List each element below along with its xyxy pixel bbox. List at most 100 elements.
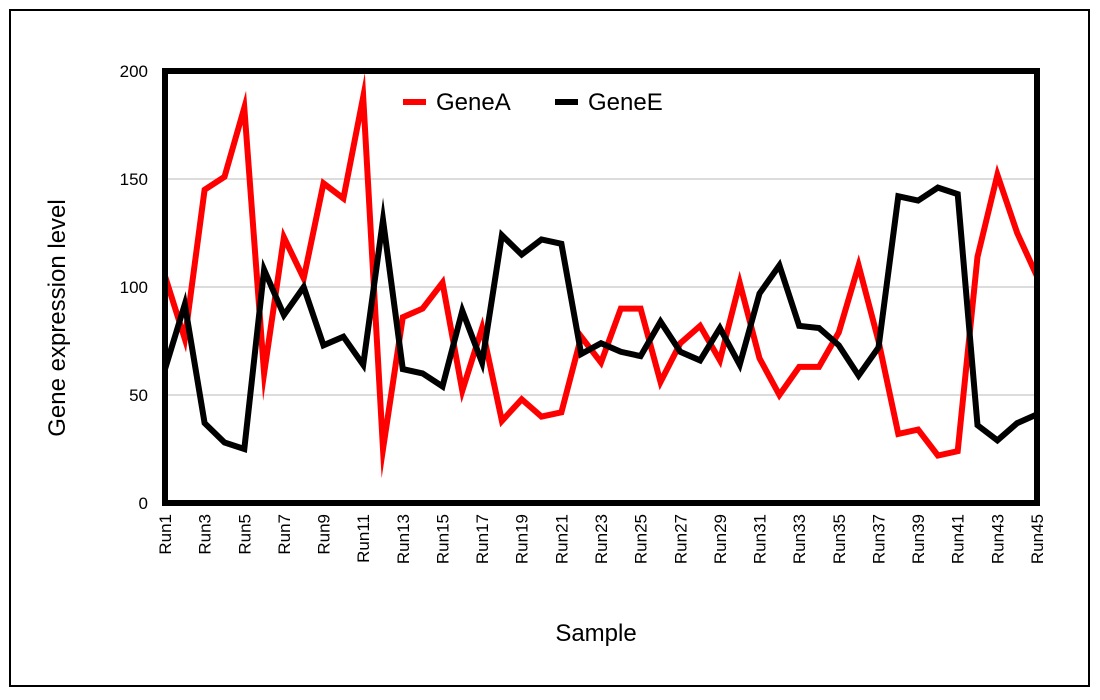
x-tick-label: Run5 (235, 514, 254, 555)
data-point-genea (421, 307, 424, 310)
data-point-genee (263, 268, 265, 271)
x-tick-label: Run45 (1028, 514, 1047, 564)
data-point-genea (402, 316, 404, 319)
data-point-genee (520, 253, 523, 256)
x-tick-label: Run23 (592, 514, 611, 564)
data-point-genea (223, 176, 226, 178)
data-point-genee (659, 320, 662, 323)
x-tick-label: Run27 (671, 514, 690, 564)
x-tick-label: Run31 (751, 514, 770, 564)
data-point-genea (243, 106, 246, 109)
data-point-genea (322, 182, 325, 185)
data-point-genee (857, 374, 860, 377)
data-point-genea (699, 325, 701, 327)
data-point-genea (976, 255, 979, 258)
data-point-genee (501, 234, 503, 236)
data-point-genee (838, 344, 840, 347)
data-point-genee (402, 368, 404, 370)
data-point-genee (421, 372, 424, 375)
data-point-genea (937, 454, 939, 457)
x-tick-label: Run43 (988, 514, 1007, 564)
data-point-genea (956, 450, 959, 452)
data-point-genea (203, 189, 206, 191)
x-tick-label: Run41 (949, 514, 968, 564)
data-point-genea (639, 307, 642, 310)
data-point-genee (283, 314, 285, 316)
x-tick-label: Run17 (473, 514, 492, 564)
plot-area-border (162, 68, 1040, 506)
data-point-genee (778, 264, 781, 267)
data-point-genea (1016, 232, 1018, 234)
data-point-genea (362, 96, 364, 98)
data-point-genea (738, 281, 741, 284)
data-point-genee (699, 359, 701, 362)
data-point-genea (620, 307, 622, 310)
data-point-genee (1016, 422, 1018, 424)
data-point-genea (758, 357, 761, 360)
data-point-genee (223, 441, 226, 444)
data-point-genea (679, 342, 682, 344)
x-tick-label: Run9 (315, 514, 334, 555)
x-tick-label: Run37 (870, 514, 889, 564)
x-tick-label: Run1 (156, 514, 175, 555)
gridlines (165, 70, 1037, 504)
data-point-genea (818, 366, 820, 368)
x-tick-label: Run15 (434, 514, 453, 564)
x-axis-title: Sample (555, 620, 636, 647)
y-tick-labels: 0 50 100 150 200 (120, 62, 148, 513)
data-point-genee (758, 292, 761, 295)
y-tick-label: 100 (120, 278, 148, 297)
data-point-genee (798, 325, 800, 327)
data-point-genee (342, 335, 345, 338)
x-tick-label: Run11 (354, 514, 373, 563)
data-point-genee (184, 303, 186, 306)
data-point-genea (540, 415, 543, 418)
data-point-genee (738, 363, 741, 366)
y-tick-label: 200 (120, 62, 148, 81)
x-tick-label: Run7 (275, 514, 294, 555)
data-point-genea (342, 197, 345, 200)
data-point-genee (818, 327, 820, 329)
data-point-genee (322, 344, 325, 347)
data-point-genee (243, 448, 246, 450)
data-point-genea (520, 398, 523, 401)
data-point-genee (600, 342, 602, 344)
data-point-genee (877, 346, 880, 349)
data-point-genea (857, 264, 860, 267)
data-point-genea (798, 366, 800, 368)
data-point-genee (620, 351, 622, 353)
data-point-genee (560, 243, 563, 245)
x-tick-label: Run35 (830, 514, 849, 564)
y-axis-title: Gene expression level (44, 199, 71, 436)
legend: GeneA GeneE (403, 89, 663, 116)
data-point-genee (996, 439, 999, 442)
data-point-genea (996, 173, 999, 176)
x-tick-label: Run29 (711, 514, 730, 564)
data-point-genea (461, 389, 464, 392)
data-point-genea (719, 359, 721, 362)
data-point-genee (679, 351, 682, 353)
series-line-genea (162, 72, 1040, 479)
data-point-genee (540, 238, 543, 241)
data-point-genea (481, 327, 483, 329)
data-point-genee (441, 385, 444, 388)
x-tick-label: Run39 (909, 514, 928, 564)
data-point-genee (897, 195, 900, 198)
data-point-genee (302, 286, 305, 288)
x-tick-label: Run19 (513, 514, 532, 564)
data-point-genee (719, 327, 721, 329)
x-tick-label: Run3 (196, 514, 215, 555)
data-point-genee (203, 422, 206, 424)
y-tick-label: 0 (139, 494, 148, 513)
data-point-genea (263, 372, 265, 375)
legend-label-genea: GeneA (436, 89, 511, 116)
data-point-genea (838, 331, 840, 334)
data-point-genee (956, 193, 959, 195)
data-point-genee (362, 363, 364, 366)
data-point-genea (917, 428, 919, 431)
data-point-genee (382, 219, 384, 221)
data-point-genea (302, 277, 305, 280)
x-tick-label: Run25 (632, 514, 651, 564)
data-point-genee (481, 361, 483, 364)
